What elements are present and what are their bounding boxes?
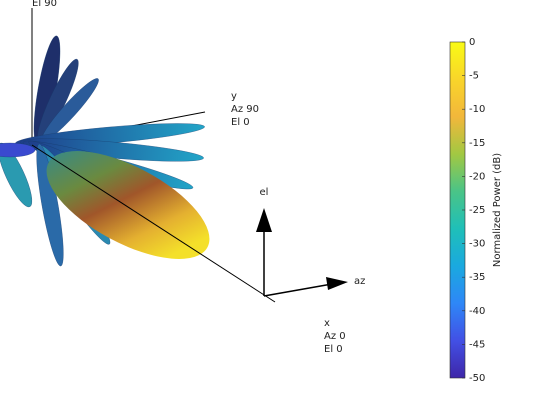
x-axis-label: Az 0 xyxy=(324,331,346,342)
pattern xyxy=(0,8,348,303)
colorbar-tick-label: -35 xyxy=(469,272,485,283)
colorbar-tick-label: -15 xyxy=(469,138,485,149)
colorbar-tick-label: -5 xyxy=(469,71,479,82)
colorbar-label: Normalized Power (dB) xyxy=(492,153,503,267)
x-axis-label: x xyxy=(324,318,330,329)
local-axes xyxy=(256,208,348,297)
main-lobe xyxy=(46,151,210,259)
y-axis-label: El 0 xyxy=(231,117,250,128)
z-axis-label: El 90 xyxy=(32,0,57,9)
colorbar-tick-label: -20 xyxy=(469,171,485,182)
y-axis-label: Az 90 xyxy=(231,104,259,115)
colorbar-tick-label: -45 xyxy=(469,339,485,350)
colorbar-tick-label: -40 xyxy=(469,306,485,317)
colorbar-tick-label: -10 xyxy=(469,104,485,115)
colorbar-tick-label: -25 xyxy=(469,205,485,216)
az-label: az xyxy=(354,276,365,287)
x-axis xyxy=(31,144,276,303)
el-label: el xyxy=(260,187,269,198)
colorbar-tick-label: -50 xyxy=(469,373,485,384)
x-axis-label: El 0 xyxy=(324,344,343,355)
colorbar-tick-label: 0 xyxy=(469,37,475,48)
colorbar-tick-label: -30 xyxy=(469,239,485,250)
y-axis-label: y xyxy=(231,91,237,102)
